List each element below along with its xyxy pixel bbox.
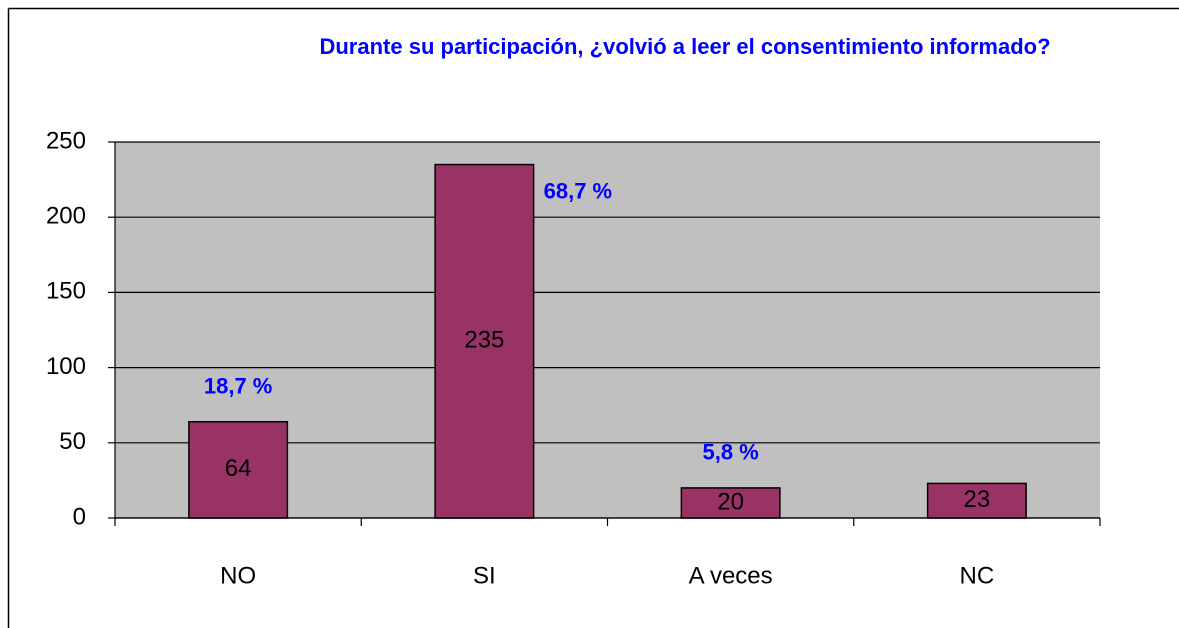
- x-tick-label: SI: [473, 562, 496, 589]
- value-label: 23: [964, 486, 991, 513]
- y-tick-label: 150: [46, 278, 86, 305]
- y-tick-label: 50: [59, 428, 86, 455]
- x-tick-label: A veces: [689, 562, 773, 589]
- bar: [188, 420, 289, 519]
- y-tick-label: 0: [73, 503, 86, 530]
- percent-label: 68,7 %: [544, 178, 613, 203]
- bar: [680, 487, 781, 519]
- value-label: 20: [717, 488, 744, 515]
- bar: [926, 482, 1027, 519]
- value-label: 235: [464, 327, 504, 354]
- percent-label: 18,7 %: [204, 374, 273, 399]
- y-tick-label: 100: [46, 353, 86, 380]
- x-tick-label: NO: [220, 562, 256, 589]
- y-tick-label: 250: [46, 127, 86, 154]
- percent-label: 5,8 %: [702, 440, 758, 465]
- x-tick-label: NC: [960, 562, 995, 589]
- bar: [434, 163, 535, 519]
- chart-title: Durante su participación, ¿volvió a leer…: [319, 34, 1050, 59]
- value-label: 64: [225, 455, 252, 482]
- y-tick-label: 200: [46, 203, 86, 230]
